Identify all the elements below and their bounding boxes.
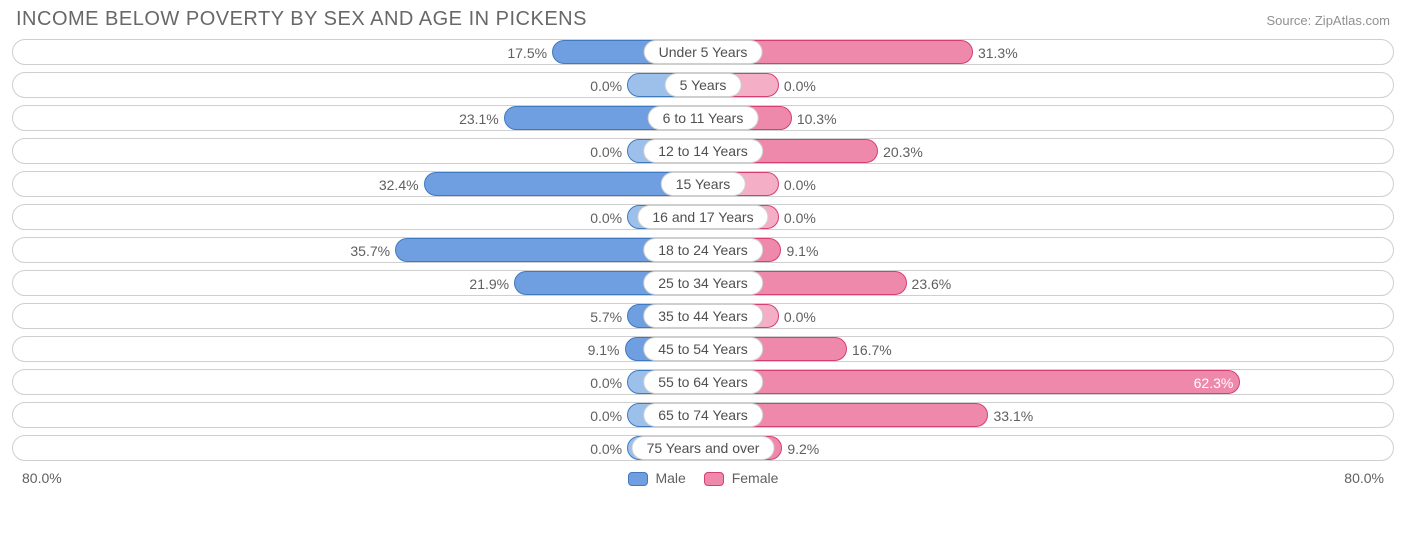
male-value-label: 0.0%: [590, 140, 628, 164]
category-label: 45 to 54 Years: [643, 337, 763, 361]
chart-row: 0.0% 9.2%75 Years and over: [12, 435, 1394, 461]
legend-female-label: Female: [732, 470, 779, 486]
category-label: 75 Years and over: [632, 436, 775, 460]
chart-title: INCOME BELOW POVERTY BY SEX AND AGE IN P…: [16, 8, 587, 31]
male-value-label: 0.0%: [590, 74, 628, 98]
x-axis-right-label: 80.0%: [1344, 470, 1384, 486]
female-value-label: 0.0%: [778, 173, 816, 197]
chart-row: 0.0% 0.0% 5 Years: [12, 72, 1394, 98]
legend-male-swatch: [628, 472, 648, 486]
female-bar: 62.3%: [703, 370, 1240, 394]
male-value-label: 0.0%: [590, 206, 628, 230]
chart-row: 5.7% 0.0% 35 to 44 Years: [12, 303, 1394, 329]
category-label: 15 Years: [661, 172, 746, 196]
chart-row: 32.4% 0.0% 15 Years: [12, 171, 1394, 197]
male-value-label: 5.7%: [590, 305, 628, 329]
x-axis: 80.0% Male Female 80.0%: [12, 468, 1394, 486]
female-value-label: 0.0%: [778, 305, 816, 329]
female-value-label: 23.6%: [906, 272, 952, 296]
chart-row: 0.0% 0.0% 16 and 17 Years: [12, 204, 1394, 230]
legend-female: Female: [704, 470, 779, 486]
chart-row: 0.0% 33.1% 65 to 74 Years: [12, 402, 1394, 428]
chart-row: 9.1% 16.7% 45 to 54 Years: [12, 336, 1394, 362]
male-value-label: 21.9%: [469, 272, 515, 296]
female-value-label: 0.0%: [778, 74, 816, 98]
chart-row: 21.9% 23.6% 25 to 34 Years: [12, 270, 1394, 296]
female-value-label: 33.1%: [987, 404, 1033, 428]
category-label: 25 to 34 Years: [643, 271, 763, 295]
legend-female-swatch: [704, 472, 724, 486]
legend-male: Male: [628, 470, 686, 486]
male-value-label: 35.7%: [350, 239, 396, 263]
diverging-bar-chart: 17.5% 31.3% Under 5 Years 0.0% 0.0% 5 Years 23…: [12, 39, 1394, 461]
male-value-label: 32.4%: [379, 173, 425, 197]
chart-row: 35.7% 9.1% 18 to 24 Years: [12, 237, 1394, 263]
x-axis-left-label: 80.0%: [22, 470, 62, 486]
male-value-label: 9.1%: [588, 338, 626, 362]
legend: Male Female: [628, 470, 779, 486]
legend-male-label: Male: [655, 470, 685, 486]
chart-source: Source: ZipAtlas.com: [1266, 13, 1390, 28]
category-label: 16 and 17 Years: [637, 205, 768, 229]
category-label: 65 to 74 Years: [643, 403, 763, 427]
male-value-label: 0.0%: [590, 404, 628, 428]
category-label: 12 to 14 Years: [643, 139, 763, 163]
category-label: 18 to 24 Years: [643, 238, 763, 262]
chart-row: 0.0% 62.3% 55 to 64 Years: [12, 369, 1394, 395]
female-value-label: 9.2%: [781, 437, 819, 461]
female-value-label: 10.3%: [791, 107, 837, 131]
female-value-label: 9.1%: [780, 239, 818, 263]
category-label: 35 to 44 Years: [643, 304, 763, 328]
chart-row: 17.5% 31.3% Under 5 Years: [12, 39, 1394, 65]
category-label: Under 5 Years: [644, 40, 763, 64]
male-value-label: 23.1%: [459, 107, 505, 131]
chart-container: INCOME BELOW POVERTY BY SEX AND AGE IN P…: [0, 0, 1406, 490]
male-value-label: 0.0%: [590, 437, 628, 461]
category-label: 55 to 64 Years: [643, 370, 763, 394]
chart-header: INCOME BELOW POVERTY BY SEX AND AGE IN P…: [12, 8, 1394, 39]
male-value-label: 0.0%: [590, 371, 628, 395]
female-value-label: 62.3%: [1194, 371, 1234, 395]
chart-row: 23.1% 10.3% 6 to 11 Years: [12, 105, 1394, 131]
female-value-label: 31.3%: [972, 41, 1018, 65]
female-value-label: 0.0%: [778, 206, 816, 230]
category-label: 5 Years: [665, 73, 742, 97]
male-value-label: 17.5%: [507, 41, 553, 65]
female-value-label: 20.3%: [877, 140, 923, 164]
category-label: 6 to 11 Years: [648, 106, 759, 130]
chart-row: 0.0% 20.3% 12 to 14 Years: [12, 138, 1394, 164]
female-value-label: 16.7%: [846, 338, 892, 362]
